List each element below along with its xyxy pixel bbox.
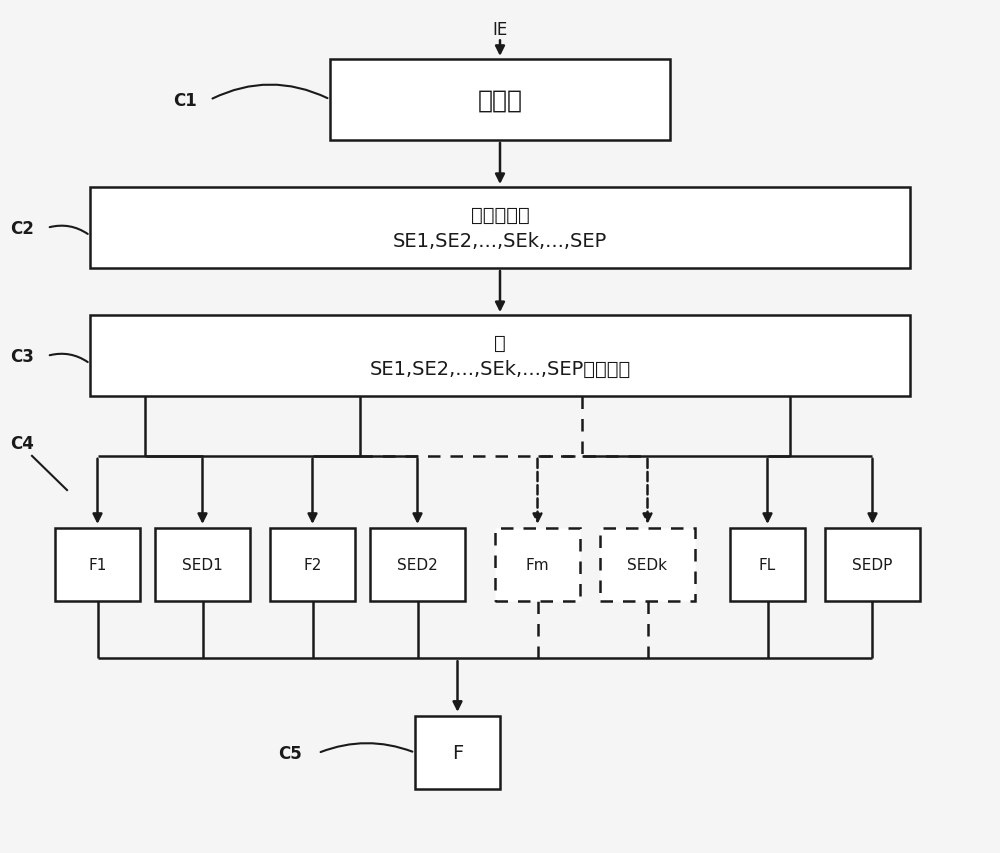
Text: F: F [452,743,463,763]
Bar [495,529,580,601]
Text: F1: F1 [88,558,107,572]
Bar [55,529,140,601]
Bar [415,717,500,789]
Bar [270,529,355,601]
Bar [330,60,670,141]
Text: SEDP: SEDP [852,558,893,572]
Text: IE: IE [492,20,508,39]
Text: C2: C2 [10,219,34,238]
Bar [825,529,920,601]
Bar [730,529,805,601]
Text: Fm: Fm [526,558,549,572]
Bar [90,188,910,269]
Text: 将块分组为
SE1,SE2,...,SEk,...,SEP: 将块分组为 SE1,SE2,...,SEk,...,SEP [393,206,607,251]
Text: C3: C3 [10,347,34,366]
Text: SED1: SED1 [182,558,223,572]
Bar [600,529,695,601]
Text: C5: C5 [278,744,302,763]
Text: FL: FL [759,558,776,572]
Bar [90,316,910,397]
Text: SEDk: SEDk [628,558,668,572]
Text: C4: C4 [10,434,34,453]
Bar [370,529,465,601]
Text: 划分块: 划分块 [478,88,522,113]
Text: 对
SE1,SE2,...,SEk,...,SEP进行编码: 对 SE1,SE2,...,SEk,...,SEP进行编码 [369,334,631,379]
Text: F2: F2 [303,558,322,572]
Text: SED2: SED2 [397,558,438,572]
Bar [155,529,250,601]
Text: C1: C1 [173,91,197,110]
